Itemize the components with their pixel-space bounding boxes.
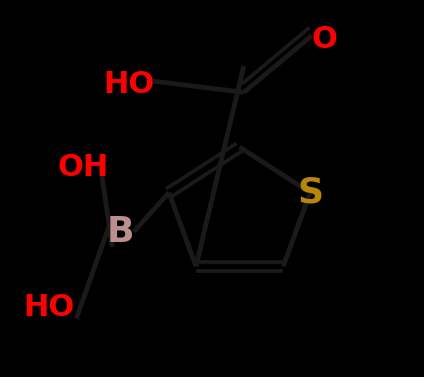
Text: S: S — [297, 176, 323, 210]
Text: HO: HO — [23, 293, 74, 322]
Text: OH: OH — [57, 153, 108, 182]
Text: HO: HO — [104, 70, 155, 99]
Text: B: B — [107, 215, 134, 249]
Text: O: O — [311, 25, 338, 54]
